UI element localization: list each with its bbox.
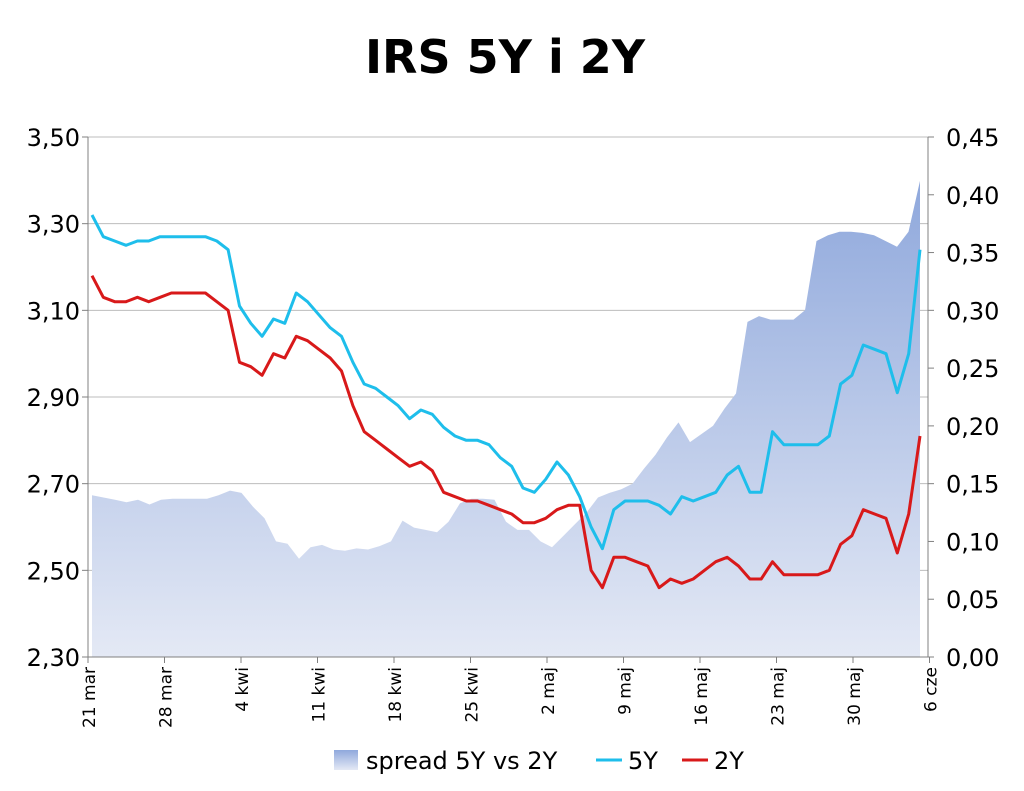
x-tick-label: 25 kwi xyxy=(463,667,483,723)
y-left-tick-label: 2,30 xyxy=(27,644,80,672)
y-left-tick-label: 2,70 xyxy=(27,471,80,499)
legend-label-spread: spread 5Y vs 2Y xyxy=(366,747,558,775)
y-right-tick-label: 0,40 xyxy=(946,182,999,210)
x-tick-label: 6 cze xyxy=(922,667,942,712)
x-tick-label: 21 mar xyxy=(80,667,100,728)
y-right-tick-label: 0,20 xyxy=(946,413,999,441)
y-left-tick-label: 2,50 xyxy=(27,557,80,585)
y-left-tick-label: 3,30 xyxy=(27,211,80,239)
chart-title: IRS 5Y i 2Y xyxy=(364,30,646,84)
y-right-tick-label: 0,05 xyxy=(946,586,999,614)
x-tick-label: 11 kwi xyxy=(310,667,330,723)
x-tick-label: 30 maj xyxy=(845,667,865,726)
legend-swatch-spread xyxy=(334,750,358,770)
spread-area-layer xyxy=(92,180,920,657)
y-left-tick-label: 2,90 xyxy=(27,384,80,412)
axes: 3,50 3,30 3,10 2,90 2,70 2,50 2,30 0,45 0,40 0,35… xyxy=(27,124,1000,728)
x-tick-label: 16 maj xyxy=(692,667,712,726)
spread-area xyxy=(92,180,920,657)
legend-label-2y: 2Y xyxy=(714,747,744,775)
legend-label-5y: 5Y xyxy=(628,747,658,775)
series-lines-layer xyxy=(90,214,922,590)
y-right-tick-label: 0,15 xyxy=(946,471,999,499)
y-right-tick-label: 0,10 xyxy=(946,528,999,556)
x-tick-label: 2 maj xyxy=(539,667,559,715)
x-tick-label: 9 maj xyxy=(616,667,636,715)
y-right-tick-label: 0,45 xyxy=(946,124,999,152)
x-tick-label: 18 kwi xyxy=(386,667,406,723)
y-right-tick-label: 0,35 xyxy=(946,240,999,268)
x-tick-label: 28 mar xyxy=(157,667,177,728)
y-left-tick-label: 3,10 xyxy=(27,297,80,325)
y-right-tick-label: 0,25 xyxy=(946,355,999,383)
series-line-5y xyxy=(90,214,922,551)
y-right-tick-label: 0,30 xyxy=(946,297,999,325)
x-tick-label: 4 kwi xyxy=(233,667,253,712)
y-right-tick-label: 0,00 xyxy=(946,644,999,672)
x-tick-label: 23 maj xyxy=(769,667,789,726)
series-line-2y xyxy=(90,275,922,590)
y-left-tick-label: 3,50 xyxy=(27,124,80,152)
legend: spread 5Y vs 2Y 5Y 2Y xyxy=(334,747,744,775)
